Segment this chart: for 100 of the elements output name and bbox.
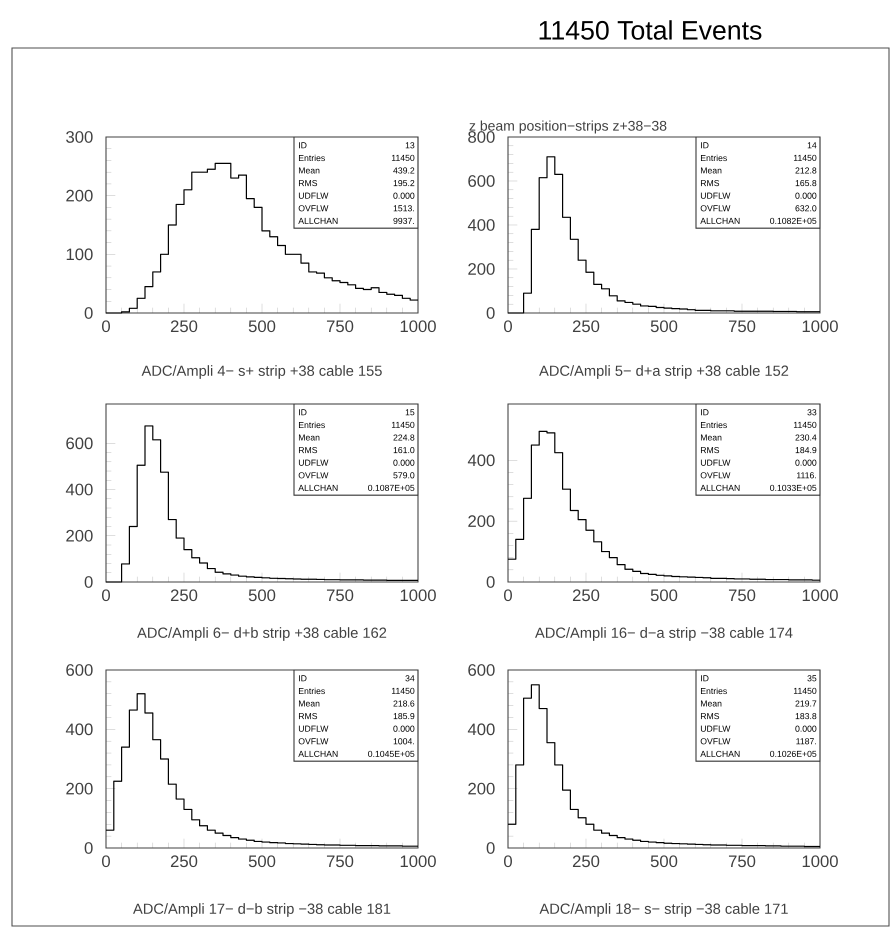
x-tick-label: 0 <box>102 855 110 868</box>
x-tick-label: 1000 <box>802 320 838 332</box>
annotation: 224.8 <box>393 434 414 441</box>
x-tick-label: 250 <box>170 320 198 332</box>
annotation: 579.0 <box>393 472 414 478</box>
annotation: ID <box>299 142 307 148</box>
annotation: RMS <box>700 713 720 720</box>
annotation: ID <box>299 409 307 416</box>
annotation: 0.000 <box>393 460 414 466</box>
annotation: 1004. <box>394 738 414 744</box>
x-tick-label: 250 <box>572 855 600 868</box>
annotation: RMS <box>298 180 318 186</box>
annotation: 212.8 <box>795 167 816 174</box>
x-tick-label: 1000 <box>400 589 436 602</box>
x-tick-label: 500 <box>650 855 678 868</box>
annotation: 0.1026E+05 <box>770 750 816 757</box>
annotation: 11450 <box>794 422 816 428</box>
x-axis-title: ADC/Ampli 4− s+ strip +38 cable 155 <box>142 365 382 379</box>
annotation: 165.8 <box>796 180 816 186</box>
x-tick-label: 0 <box>504 320 512 332</box>
annotation: 11450 <box>392 154 414 161</box>
annotation: Mean <box>700 434 722 441</box>
annotation: 11450 <box>794 154 816 161</box>
annotation: OVFLW <box>700 738 730 744</box>
annotation: 34 <box>405 675 414 682</box>
annotation: Entries <box>298 422 325 428</box>
x-axis-title: ADC/Ampli 16− d−a strip −38 cable 174 <box>535 627 793 641</box>
annotation: ALLCHAN <box>298 750 338 757</box>
annotation: OVFLW <box>298 472 328 478</box>
annotation: 183.8 <box>796 713 816 720</box>
annotation: Entries <box>298 688 325 694</box>
annotation: ALLCHAN <box>298 484 338 491</box>
annotation: 230.4 <box>795 434 816 441</box>
annotation: 15 <box>406 409 414 416</box>
annotation: 0.1082E+05 <box>770 218 816 224</box>
x-tick-label: 1000 <box>400 855 436 868</box>
y-tick-label: 600 <box>66 664 93 676</box>
annotation: 35 <box>807 675 816 682</box>
annotation: OVFLW <box>298 205 328 212</box>
x-axis-title: ADC/Ampli 6− d+b strip +38 cable 162 <box>137 627 386 641</box>
y-tick-label: 600 <box>468 175 495 187</box>
annotation: RMS <box>700 447 720 454</box>
y-tick-label: 200 <box>468 515 495 528</box>
x-tick-label: 0 <box>504 855 512 868</box>
annotation: UDFLW <box>298 726 328 732</box>
y-tick-label: 0 <box>486 576 495 588</box>
y-tick-label: 0 <box>84 307 93 319</box>
annotation: Entries <box>298 154 325 162</box>
y-tick-label: 200 <box>468 782 495 795</box>
annotation: UDFLW <box>298 192 328 199</box>
annotation: 1116. <box>797 472 816 478</box>
x-tick-label: 500 <box>650 589 678 602</box>
y-tick-label: 400 <box>468 219 495 231</box>
annotation: 1187. <box>796 738 816 744</box>
annotation: 184.9 <box>796 447 816 454</box>
annotation: ID <box>299 675 307 682</box>
annotation: UDFLW <box>700 726 730 732</box>
annotation: 33 <box>807 409 816 416</box>
annotation: 219.7 <box>795 700 816 707</box>
annotation: 0.000 <box>393 726 414 732</box>
x-tick-label: 750 <box>326 320 354 332</box>
y-tick-label: 600 <box>66 437 93 450</box>
x-tick-label: 1000 <box>802 589 838 602</box>
annotation: 439.2 <box>393 167 414 174</box>
x-tick-label: 750 <box>326 589 354 602</box>
annotation: ID <box>701 142 709 148</box>
y-tick-label: 200 <box>66 530 93 542</box>
annotation: Entries <box>700 422 727 428</box>
annotation: 0.1045E+05 <box>368 750 414 757</box>
annotation: 11450 <box>794 688 816 694</box>
y-tick-label: 200 <box>66 190 93 202</box>
x-tick-label: 500 <box>650 320 678 332</box>
x-tick-label: 250 <box>572 589 600 602</box>
annotation: ALLCHAN <box>700 750 740 757</box>
x-tick-label: 1000 <box>802 855 838 868</box>
annotation: 185.9 <box>394 713 414 720</box>
x-tick-label: 250 <box>170 855 198 868</box>
x-tick-label: 0 <box>102 589 110 602</box>
x-tick-label: 750 <box>728 320 756 332</box>
annotation: 14 <box>808 142 816 148</box>
y-tick-label: 400 <box>66 723 93 736</box>
x-tick-label: 250 <box>572 320 600 332</box>
annotation: 0.1087E+05 <box>368 484 414 491</box>
x-axis-title: ADC/Ampli 17− d−b strip −38 cable 181 <box>133 903 390 917</box>
x-tick-label: 500 <box>248 589 276 602</box>
annotation: 11450 <box>392 422 414 428</box>
x-axis-title: ADC/Ampli 18− s− strip −38 cable 171 <box>539 903 788 917</box>
y-tick-label: 300 <box>66 131 93 143</box>
annotation: Mean <box>700 167 722 174</box>
x-tick-label: 0 <box>102 320 110 332</box>
annotation: RMS <box>700 180 720 186</box>
annotation: 9937. <box>393 218 414 224</box>
annotation: Entries <box>700 688 727 694</box>
annotation: 218.6 <box>393 700 414 707</box>
annotation: OVFLW <box>700 205 730 212</box>
y-tick-label: 0 <box>486 842 495 854</box>
y-tick-label: 600 <box>468 664 495 676</box>
annotation: Mean <box>298 167 320 174</box>
annotation: 195.2 <box>394 180 414 186</box>
x-tick-label: 500 <box>248 855 276 868</box>
